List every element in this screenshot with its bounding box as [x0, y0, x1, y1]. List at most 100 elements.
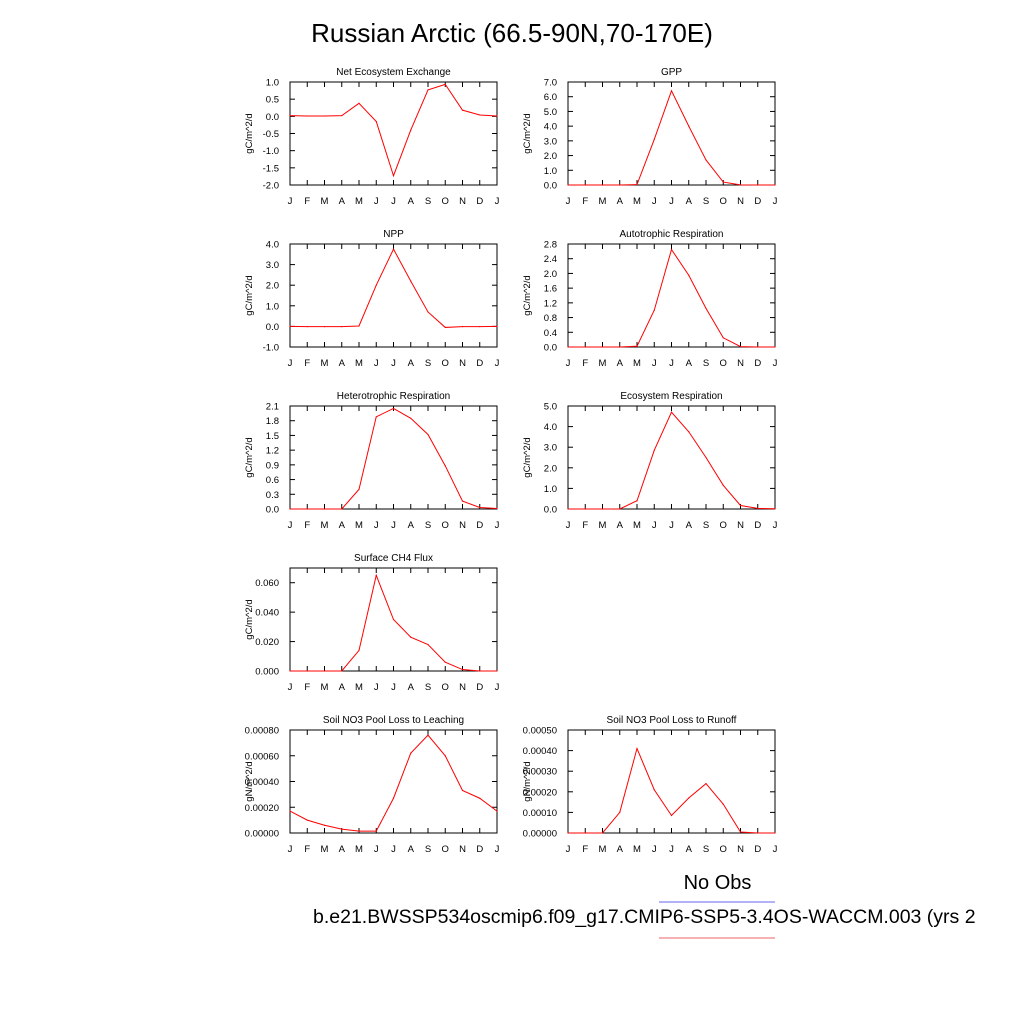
data-point: [705, 456, 707, 459]
y-tick-label: 1.8: [266, 416, 279, 427]
plot-frame: [289, 243, 498, 348]
x-tick-label: O: [442, 196, 449, 207]
data-point: [722, 803, 724, 805]
x-tick-label: D: [476, 682, 483, 693]
y-tick-label: 1.2: [544, 298, 557, 309]
x-tick-label: J: [288, 682, 293, 693]
x-tick-label: A: [408, 682, 415, 693]
plot-frame: [289, 729, 498, 834]
data-point: [358, 830, 360, 832]
data-point: [375, 830, 377, 832]
x-tick-label: A: [686, 520, 693, 531]
data-point: [410, 280, 412, 282]
y-axis-label: gC/m^2/d: [244, 113, 255, 153]
x-tick-label: O: [720, 196, 727, 207]
data-point: [774, 346, 776, 348]
x-tick-label: J: [773, 358, 778, 369]
y-tick-label: 2.1: [266, 402, 279, 413]
x-tick-label: D: [476, 358, 483, 369]
data-point: [567, 508, 569, 510]
x-tick-label: J: [374, 520, 379, 531]
x-tick-label: J: [495, 844, 500, 855]
data-point: [444, 83, 446, 85]
x-tick-label: A: [339, 520, 346, 531]
data-point: [619, 811, 621, 814]
x-tick-label: A: [686, 844, 693, 855]
data-point: [461, 789, 464, 792]
plot-frame: [289, 81, 498, 186]
x-tick-label: A: [339, 358, 346, 369]
data-point: [341, 115, 343, 117]
data-point: [496, 507, 498, 510]
panel-title: Surface CH4 Flux: [354, 553, 433, 564]
y-tick-label: 3.0: [266, 260, 279, 271]
y-tick-label: -2.0: [263, 181, 279, 192]
x-tick-label: M: [599, 196, 607, 207]
series-line: [290, 573, 497, 672]
data-point: [705, 782, 707, 785]
y-axis-label: gC/m^2/d: [244, 437, 255, 477]
data-point: [289, 508, 291, 510]
x-tick-label: M: [355, 358, 363, 369]
x-tick-label: J: [669, 358, 674, 369]
data-point: [461, 326, 464, 328]
y-tick-label: 2.4: [544, 254, 557, 265]
x-tick-label: J: [773, 520, 778, 531]
chart-panel: Ecosystem Respiration 5.0 4.0 3.0 2.0 1.0 0.0 J…: [522, 391, 778, 531]
y-tick-label: 0.000: [255, 667, 279, 678]
data-point: [375, 416, 377, 418]
data-point: [410, 417, 412, 419]
x-tick-label: J: [669, 844, 674, 855]
panel-title: GPP: [661, 67, 682, 78]
y-tick-label: 0.0: [544, 343, 557, 354]
data-point: [392, 618, 395, 621]
chart-panel: Heterotrophic Respiration 2.1 1.8 1.5 1.2 0.9…: [244, 391, 500, 531]
x-tick-label: J: [652, 520, 657, 531]
data-point: [444, 755, 446, 757]
data-point: [619, 184, 621, 186]
data-point: [392, 407, 395, 410]
data-point: [323, 824, 326, 826]
x-tick-label: M: [633, 358, 641, 369]
x-tick-label: S: [703, 520, 709, 531]
data-point: [427, 89, 429, 91]
data-point: [289, 810, 291, 812]
x-tick-label: F: [582, 520, 588, 531]
y-tick-label: -1.0: [263, 146, 279, 157]
y-tick-label: 0.00010: [523, 808, 557, 819]
data-point: [757, 507, 759, 509]
x-tick-label: S: [425, 844, 431, 855]
y-tick-label: -0.5: [263, 129, 279, 140]
data-point: [722, 181, 724, 183]
data-point: [479, 670, 481, 672]
y-tick-label: 0.0: [266, 322, 279, 333]
data-point: [722, 337, 724, 339]
x-tick-label: J: [374, 682, 379, 693]
data-point: [479, 797, 481, 799]
data-point: [739, 184, 742, 186]
x-tick-label: J: [669, 520, 674, 531]
y-tick-label: 0.00020: [245, 803, 279, 814]
x-tick-label: N: [737, 844, 744, 855]
data-point: [427, 311, 429, 313]
x-tick-label: J: [391, 682, 396, 693]
x-tick-label: N: [459, 682, 466, 693]
x-tick-label: F: [582, 844, 588, 855]
series-line: [289, 248, 498, 328]
data-point: [496, 670, 498, 672]
y-axis-label: gC/m^2/d: [244, 599, 255, 639]
data-point: [375, 574, 377, 576]
x-tick-label: J: [566, 520, 571, 531]
x-tick-label: A: [408, 358, 415, 369]
data-point: [601, 184, 604, 186]
data-point: [427, 433, 429, 436]
data-point: [584, 832, 586, 834]
y-tick-label: 0.060: [255, 578, 279, 589]
y-tick-label: 3.0: [544, 443, 557, 454]
plot-frame: [289, 405, 498, 510]
x-tick-label: N: [737, 520, 744, 531]
x-tick-label: M: [321, 358, 329, 369]
data-point: [323, 508, 326, 510]
data-point: [289, 325, 291, 327]
x-tick-label: D: [754, 358, 761, 369]
